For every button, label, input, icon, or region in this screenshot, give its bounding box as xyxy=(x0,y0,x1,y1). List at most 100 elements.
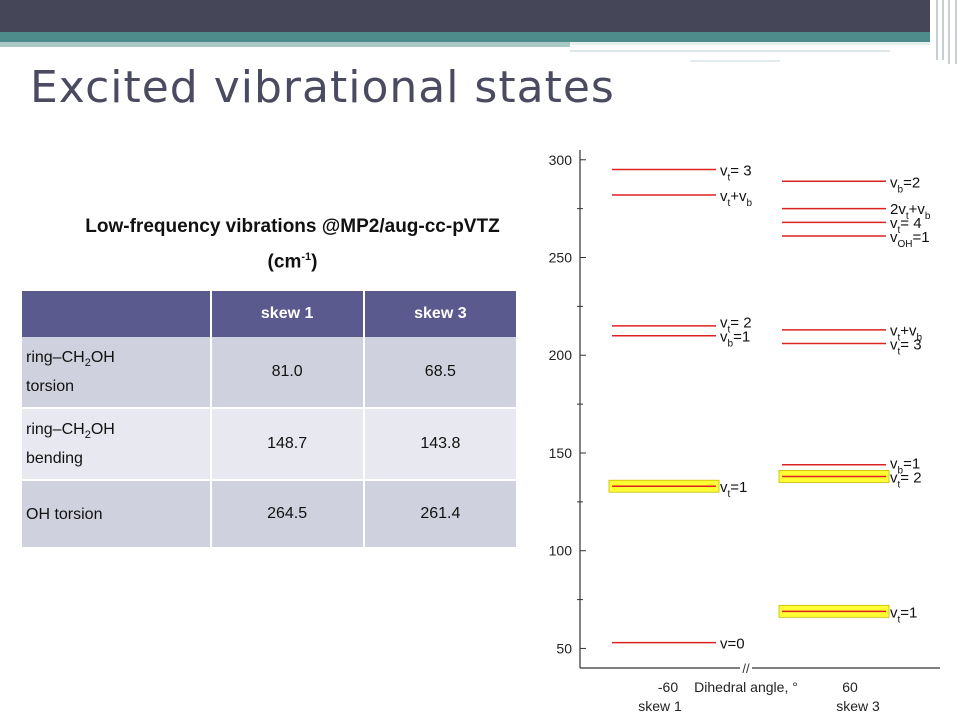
level-label-text: v xyxy=(890,174,898,191)
level-label-text: v xyxy=(890,469,898,486)
level-label: vb=1 xyxy=(720,329,750,350)
header-teal-bar xyxy=(0,32,930,42)
level-label: vt= 4 xyxy=(890,215,922,236)
row-label: ring–CH2OH torsion xyxy=(22,337,212,409)
x-tick-label: -60 xyxy=(658,679,678,695)
row-label: OH torsion xyxy=(22,480,212,549)
level-label-text: =1 xyxy=(900,604,917,621)
table-caption-line1: Low-frequency vibrations @MP2/aug-cc-pVT… xyxy=(85,216,500,237)
unit-open: (cm xyxy=(267,251,302,273)
table-row: ring–CH2OH torsion 81.0 68.5 xyxy=(22,337,519,409)
level-label-text: v xyxy=(890,229,898,246)
level-label-text: v xyxy=(890,215,898,232)
cell-skew3: 261.4 xyxy=(363,480,519,549)
level-label-subscript: t xyxy=(898,225,901,236)
column-name-label: skew 1 xyxy=(638,698,682,714)
row-label-sub: 2 xyxy=(84,357,91,370)
y-tick-label: 150 xyxy=(549,445,573,461)
level-label-text: v xyxy=(890,323,898,340)
unit-exponent: -1 xyxy=(301,251,312,263)
table-header-blank xyxy=(22,291,212,337)
y-tick-label: 100 xyxy=(549,543,573,559)
table-header-skew3: skew 3 xyxy=(363,291,519,337)
level-label: vb=2 xyxy=(890,174,920,195)
level-label-text: v xyxy=(720,329,728,346)
level-label-subscript: t xyxy=(898,479,901,490)
cell-skew1: 148.7 xyxy=(210,408,365,481)
level-label-text: v xyxy=(720,479,728,496)
level-label-text: +v xyxy=(900,323,917,340)
corner-decor-line xyxy=(948,0,950,64)
corner-decor-line xyxy=(955,0,957,64)
level-label-subscript: b xyxy=(898,465,904,476)
table-caption: Low-frequency vibrations @MP2/aug-cc-pVT… xyxy=(20,212,565,277)
level-label-text: +v xyxy=(730,188,747,205)
level-label-text: v xyxy=(720,163,728,180)
level-label: vb=1 xyxy=(890,455,920,476)
level-label-subscript: b xyxy=(747,198,753,209)
level-label-text: v xyxy=(720,188,728,205)
level-label-subscript: OH xyxy=(898,239,913,250)
header-thin-line xyxy=(570,50,890,52)
level-label: vt=1 xyxy=(890,604,917,625)
y-tick-label: 50 xyxy=(556,640,572,656)
row-label: ring–CH2OH bending xyxy=(22,408,212,481)
level-label-text: =1 xyxy=(913,229,930,246)
header-dark-bar xyxy=(0,0,930,32)
level-label-subscript: b xyxy=(898,184,904,195)
header-thin-line-short xyxy=(690,60,780,62)
axis-break-mark: // xyxy=(742,661,750,676)
level-label-text: = 4 xyxy=(900,215,921,232)
level-label: vt= 3 xyxy=(890,337,922,358)
level-label: vOH=1 xyxy=(890,229,930,250)
y-tick-label: 250 xyxy=(549,250,573,266)
level-label-text: v xyxy=(890,455,898,472)
level-label: v=0 xyxy=(720,636,745,653)
level-label-text: v xyxy=(890,337,898,354)
level-label: vt= 2 xyxy=(720,315,752,336)
row-label-pre: ring–CH xyxy=(26,420,85,438)
table-caption-unit: (cm-1) xyxy=(20,242,565,277)
level-label-text: v xyxy=(890,604,898,621)
corner-decor-line xyxy=(942,0,944,60)
row-label-sub: 2 xyxy=(84,429,91,442)
level-label-text: v xyxy=(720,636,728,653)
x-axis-label: Dihedral angle, ° xyxy=(694,679,798,695)
table-row: OH torsion 264.5 261.4 xyxy=(22,480,519,549)
level-label-subscript: b xyxy=(917,333,923,344)
level-label-text: =1 xyxy=(730,479,747,496)
y-tick-label: 200 xyxy=(549,347,573,363)
table-row: ring–CH2OH bending 148.7 143.8 xyxy=(22,408,519,481)
header-light-bar-right xyxy=(570,42,930,45)
level-label-subscript: t xyxy=(898,333,901,344)
level-label-text: =0 xyxy=(728,636,745,653)
x-tick-label: 60 xyxy=(842,679,858,695)
row-label-line2: bending xyxy=(26,450,83,468)
level-label-text: = 3 xyxy=(900,337,921,354)
header-light-bar xyxy=(0,42,570,47)
level-label-text: v xyxy=(720,315,728,332)
row-label-post: OH xyxy=(90,420,115,438)
vibrations-table: skew 1 skew 3 ring–CH2OH torsion 81.0 68.… xyxy=(22,291,519,549)
cell-skew3: 143.8 xyxy=(363,408,519,481)
level-label-text: +v xyxy=(909,201,926,218)
row-label-pre: OH torsion xyxy=(26,505,103,523)
slide-title: Excited vibrational states xyxy=(30,62,615,113)
level-label-subscript: t xyxy=(728,489,731,500)
level-label: vt+vb xyxy=(720,188,753,209)
level-label-subscript: t xyxy=(728,198,731,209)
level-label-subscript: t xyxy=(898,614,901,625)
level-label-text: =2 xyxy=(903,174,920,191)
level-label-subscript: b xyxy=(728,339,734,350)
level-label: vt= 2 xyxy=(890,469,922,490)
level-label: vt=1 xyxy=(720,479,747,500)
level-label: vt= 3 xyxy=(720,163,752,184)
level-label-subscript: t xyxy=(906,211,909,222)
table-header-row: skew 1 skew 3 xyxy=(22,291,519,337)
level-label-text: = 2 xyxy=(730,315,751,332)
level-label-subscript: t xyxy=(728,173,731,184)
level-label-text: = 3 xyxy=(730,163,751,180)
level-label-text: = 2 xyxy=(900,469,921,486)
level-label-subscript: t xyxy=(898,347,901,358)
